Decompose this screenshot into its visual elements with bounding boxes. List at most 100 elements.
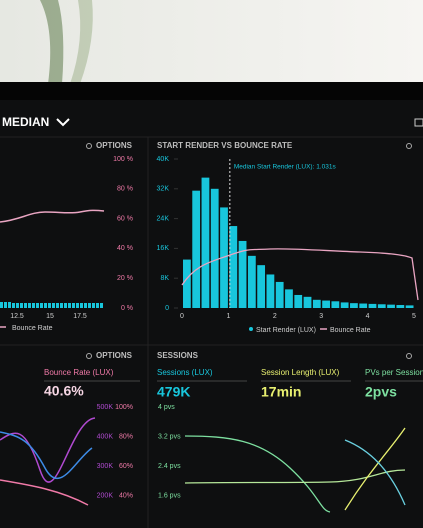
legend-entry: Bounce Rate xyxy=(330,327,371,334)
options-icon[interactable] xyxy=(406,143,412,149)
y-tick-label: 24K xyxy=(157,215,170,222)
y-tick-label: 3.2 pvs xyxy=(158,433,181,440)
y-tick-label: 60 % xyxy=(117,215,133,222)
mini-bar xyxy=(12,303,15,308)
mini-bar xyxy=(44,303,47,308)
y-tick-label: 40K xyxy=(157,156,170,163)
mini-bar xyxy=(84,303,87,308)
mini-bar xyxy=(4,302,7,308)
mini-bar xyxy=(68,303,71,308)
bar xyxy=(210,188,219,308)
mini-bar xyxy=(16,303,19,308)
plant-blur xyxy=(70,0,93,84)
bar xyxy=(183,259,191,308)
mini-bar xyxy=(28,303,31,308)
legend-swatch xyxy=(249,327,253,331)
mini-bar xyxy=(20,303,23,308)
metric-value: 2pvs xyxy=(365,384,397,400)
y-tick-label: 60% xyxy=(119,463,133,470)
y-tick-label: 16K xyxy=(157,245,170,252)
display-icon[interactable] xyxy=(414,118,423,127)
options[interactable]: OPTIONS xyxy=(96,141,133,150)
metric-value: 479K xyxy=(157,384,190,400)
x-tick-label: 17.5 xyxy=(73,313,87,320)
bar xyxy=(331,301,340,308)
metric-value: 17min xyxy=(261,384,301,400)
metric-label: Session Length (LUX) xyxy=(261,368,340,377)
bounce-line xyxy=(181,248,419,301)
screen xyxy=(0,100,423,528)
options-icon[interactable] xyxy=(406,353,412,359)
bar xyxy=(368,303,377,308)
header-title: MEDIAN xyxy=(2,115,49,129)
y-tick-label: 80% xyxy=(119,433,133,440)
options-icon[interactable] xyxy=(86,143,92,149)
bar xyxy=(294,294,303,308)
dropdown-icon[interactable] xyxy=(56,118,70,127)
bounce-line xyxy=(0,209,105,223)
metric-label: Sessions (LUX) xyxy=(157,368,213,377)
y-tick-label: 2.4 pvs xyxy=(158,463,181,470)
y-tick-label: 400K xyxy=(97,433,114,440)
plant-blur xyxy=(40,0,64,84)
mini-bar xyxy=(72,303,75,308)
y-tick-label: 0 % xyxy=(121,305,133,312)
y-tick-label: 32K xyxy=(157,186,170,193)
metric-value: 40.6% xyxy=(44,383,84,399)
y-tick-label: 8K xyxy=(160,275,169,282)
axis-labels: 500K 400K 300K 200K 100% 80% 60% 40% xyxy=(97,404,133,500)
bar xyxy=(303,296,312,308)
series-line xyxy=(0,431,93,480)
mini-bar xyxy=(64,303,67,308)
mini-bar xyxy=(60,303,63,308)
x-tick-label: 0 xyxy=(180,313,184,320)
bar xyxy=(229,226,238,308)
options[interactable]: OPTIONS xyxy=(96,351,133,360)
mini-bar xyxy=(32,303,35,308)
histogram: 40K 32K 24K 16K 8K 0 0 1 2 3 4 5 Median Start Render… xyxy=(157,156,417,320)
y-tick-label: 40% xyxy=(119,492,133,499)
mini-bar xyxy=(48,303,51,308)
bar xyxy=(340,302,349,308)
mini-bar xyxy=(76,303,79,308)
legend-entry: Bounce Rate xyxy=(12,325,53,332)
mini-bar xyxy=(8,302,11,308)
series-line xyxy=(184,435,331,513)
bar xyxy=(377,304,386,308)
options-icon[interactable] xyxy=(86,353,92,359)
session-metrics: Sessions (LUX) 479K Session Length (LUX) 17… xyxy=(157,368,423,499)
bar xyxy=(387,304,395,308)
y-tick-label: 100 % xyxy=(113,156,133,163)
series-line xyxy=(0,479,89,506)
background-wall xyxy=(0,0,423,84)
bar xyxy=(201,177,210,308)
bar xyxy=(312,299,321,308)
mini-bar xyxy=(92,303,95,308)
x-tick-label: 2 xyxy=(273,313,277,320)
mini-bar xyxy=(88,303,91,308)
bar xyxy=(192,190,201,308)
mini-bar xyxy=(24,303,27,308)
bar xyxy=(247,255,256,308)
mini-bar xyxy=(40,303,43,308)
x-tick-label: 3 xyxy=(319,313,323,320)
bar xyxy=(266,274,275,308)
bar xyxy=(238,240,247,308)
x-tick-label: 5 xyxy=(412,313,416,320)
y-tick-label: 80 % xyxy=(117,186,133,193)
series-line xyxy=(344,427,406,511)
bar xyxy=(322,300,330,308)
mini-bar xyxy=(100,303,103,308)
y-tick-label: 20 % xyxy=(117,275,133,282)
y-tick-label: 4 pvs xyxy=(158,404,175,411)
y-tick-label: 200K xyxy=(97,492,114,499)
legend-entry: Start Render (LUX) xyxy=(256,327,316,334)
bar xyxy=(405,305,414,308)
x-tick-label: 15 xyxy=(46,313,54,320)
y-tick-label: 40 % xyxy=(117,245,133,252)
mini-bar xyxy=(96,303,99,308)
bar xyxy=(359,303,368,308)
median-label: Median Start Render (LUX): 1.031s xyxy=(234,164,337,171)
mini-bar xyxy=(56,303,59,308)
series-line xyxy=(184,469,406,484)
